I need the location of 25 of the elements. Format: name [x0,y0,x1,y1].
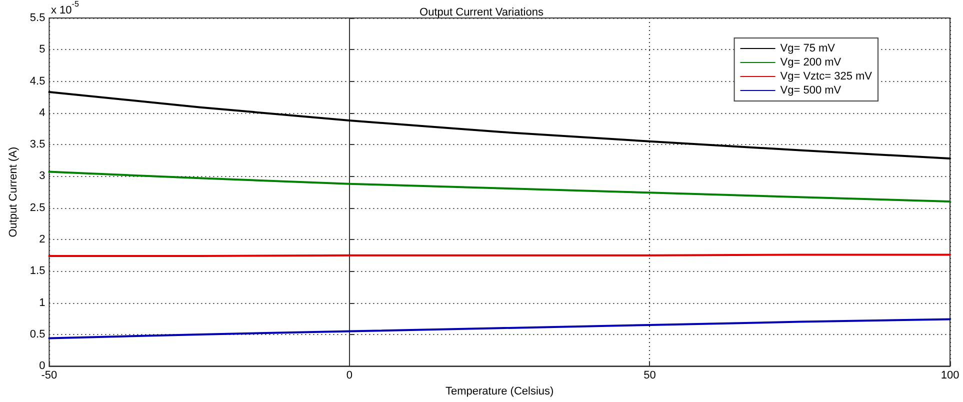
legend-label: Vg= Vztc= 325 mV [780,70,873,82]
y-tick-label: 5.5 [30,12,46,24]
legend-label: Vg= 500 mV [780,84,842,96]
line-series [48,318,951,340]
legend-label: Vg= 200 mV [780,56,842,68]
y-tick-label: 4.5 [30,75,46,88]
y-tick-label: 0 [39,360,46,372]
x-tick-label: 0 [346,370,353,382]
x-tick-label: 50 [644,370,656,382]
y-tick-label: 1.5 [30,265,46,278]
x-axis-title: Temperature (Celsius) [445,386,554,398]
chart-title: Output Current Variations [420,6,544,18]
y-tick-label: 1 [39,296,46,309]
y-tick-label: 5 [39,44,46,56]
y-axis-title: Output Current (A) [8,146,20,238]
y-tick-label: 3 [39,170,46,182]
x-tick-label: -50 [41,370,58,382]
y-tick-label: 2.5 [30,202,46,214]
x-tick-label: 100 [940,370,960,382]
legend-label: Vg= 75 mV [780,42,836,54]
y-tick-label: 2 [39,234,46,246]
y-tick-label: 0.5 [30,328,46,340]
y-tick-label: 3.5 [30,138,46,151]
line-series [48,170,951,203]
y-tick-label: 4 [39,106,46,119]
